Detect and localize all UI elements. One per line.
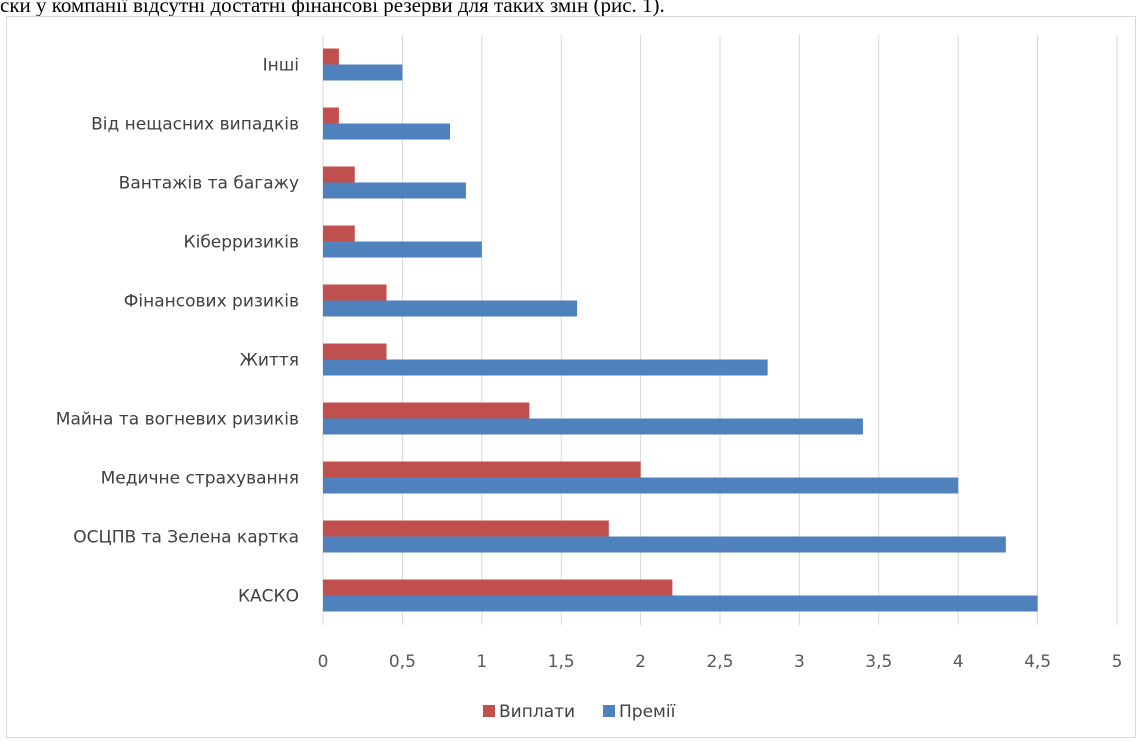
category-label: Майна та вогневих ризиків	[56, 410, 299, 430]
x-tick-label: 0	[318, 652, 329, 672]
bar-premiums	[323, 359, 768, 376]
bar-premiums	[323, 241, 482, 258]
legend-swatch	[603, 705, 615, 717]
x-tick-label: 3	[794, 652, 805, 672]
x-tick-label: 1,5	[548, 652, 575, 672]
bar-payouts	[323, 166, 355, 183]
bar-premiums	[323, 64, 403, 81]
bar-premiums	[323, 300, 578, 317]
x-tick-label: 2	[635, 652, 646, 672]
bar-payouts	[323, 107, 339, 124]
bar-premiums	[323, 595, 1038, 612]
bar-payouts	[323, 579, 673, 596]
bar-premiums	[323, 182, 466, 199]
legend-label: Премії	[619, 702, 676, 722]
category-label: ОСЦПВ та Зелена картка	[73, 528, 299, 548]
category-label: Вантажів та багажу	[119, 174, 299, 194]
x-tick-label: 3,5	[865, 652, 892, 672]
bar-premiums	[323, 477, 959, 494]
legend-swatch	[483, 705, 495, 717]
category-label: Від нещасних випадків	[91, 115, 299, 135]
bar-premiums	[323, 418, 863, 435]
x-tick-label: 0,5	[389, 652, 416, 672]
category-label: Фінансових ризиків	[124, 292, 299, 312]
x-tick-label: 2,5	[706, 652, 733, 672]
bar-premiums	[323, 123, 451, 140]
category-label: КАСКО	[238, 587, 299, 607]
x-tick-label: 4	[953, 652, 964, 672]
x-tick-label: 4,5	[1024, 652, 1051, 672]
category-label: Інші	[263, 56, 299, 76]
category-label: Кіберризиків	[184, 233, 299, 253]
category-label: Життя	[240, 351, 299, 371]
x-tick-label: 5	[1112, 652, 1123, 672]
x-tick-label: 1	[476, 652, 487, 672]
bar-payouts	[323, 461, 641, 478]
bar-premiums	[323, 536, 1006, 553]
document-caption-text: ски у компанії відсутні достатні фінансо…	[0, 0, 665, 17]
bar-payouts	[323, 225, 355, 242]
bar-payouts	[323, 343, 387, 360]
bar-payouts	[323, 284, 387, 301]
bar-payouts	[323, 402, 530, 419]
bar-payouts	[323, 48, 339, 65]
legend-label: Виплати	[499, 702, 575, 722]
category-label: Медичне страхування	[101, 469, 299, 489]
chart-frame	[6, 16, 1136, 738]
bar-payouts	[323, 520, 609, 537]
